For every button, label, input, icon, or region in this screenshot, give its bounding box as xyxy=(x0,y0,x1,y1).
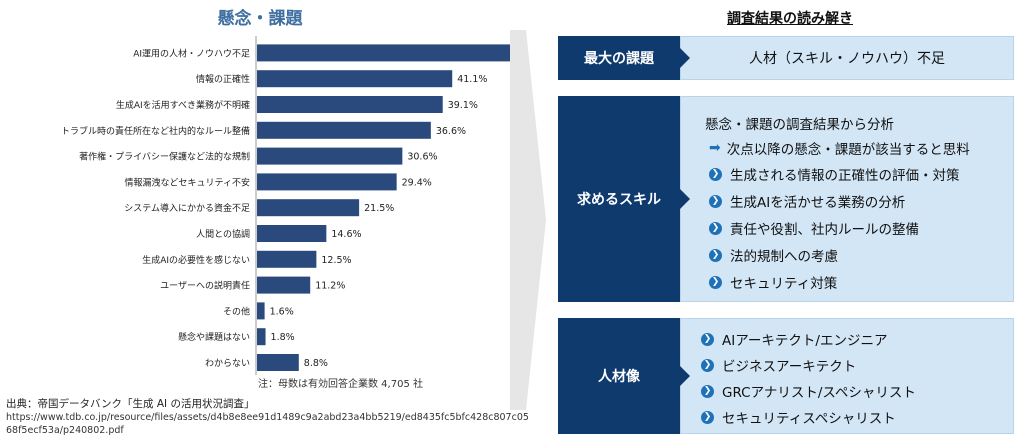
biggest-issue-row: 最大の課題 人材（スキル・ノウハウ）不足 xyxy=(558,36,1014,80)
data-label: 14.6% xyxy=(331,229,361,240)
skill-item-text: 生成される情報の正確性の評価・対策 xyxy=(730,168,960,184)
bar xyxy=(257,173,397,191)
source-url-line-2: 68f5ecf53a/p240802.pdf xyxy=(6,425,124,436)
chevron-right-icon: ❯ xyxy=(701,332,714,346)
persona-item-text: GRCアナリスト/スペシャリスト xyxy=(722,385,916,401)
chevron-right-icon: ❯ xyxy=(709,221,722,235)
skill-item: ❯ 法的規制への考慮 xyxy=(709,245,1003,265)
category-label: 情報の正確性 xyxy=(196,73,250,85)
data-label: 1.6% xyxy=(270,306,294,317)
bar xyxy=(257,44,510,62)
data-label: 36.6% xyxy=(436,126,466,137)
bar xyxy=(257,354,299,371)
category-label: 人間との協調 xyxy=(196,228,250,240)
analysis-title: 調査結果の読み解き xyxy=(727,11,853,27)
category-label: ユーザーへの説明責任 xyxy=(160,280,250,292)
persona-item: ❯ セキュリティスペシャリスト xyxy=(701,407,1003,427)
skill-item: ❯ 生成AIを活かせる業務の分析 xyxy=(709,191,1003,211)
source-line: 出典：帝国データバンク「生成 AI の活用状況調査」 xyxy=(6,398,255,410)
bar xyxy=(257,70,453,88)
category-label: その他 xyxy=(223,305,250,317)
category-label: わからない xyxy=(205,358,250,369)
skills-arrow-line: ➡ 次点以降の懸念・課題が該当すると思料 xyxy=(709,138,1003,158)
data-label: 30.6% xyxy=(407,152,437,163)
skill-item: ❯ 責任や役割、社内ルールの整備 xyxy=(709,218,1003,238)
source-url-line-1: https://www.tdb.co.jp/resource/files/ass… xyxy=(6,412,529,423)
category-label: 著作権・プライバシー保護など法的な規制 xyxy=(79,151,250,163)
required-skills-panel: 懸念・課題の調査結果から分析 ➡ 次点以降の懸念・課題が該当すると思料 ❯ 生成さ… xyxy=(680,96,1014,302)
chevron-right-icon: ❯ xyxy=(709,167,722,181)
required-skills-label: 求めるスキル xyxy=(558,96,690,302)
data-label: 41.1% xyxy=(457,74,487,85)
skill-item-text: 責任や役割、社内ルールの整備 xyxy=(730,222,919,238)
data-label: 29.4% xyxy=(402,177,432,188)
bar xyxy=(257,96,443,113)
data-label: 11.2% xyxy=(315,281,345,292)
bar xyxy=(257,121,431,139)
persona-label: 人材像 xyxy=(558,318,690,434)
persona-panel: ❯ AIアーキテクト/エンジニア ❯ ビジネスアーキテクト ❯ GRCアナリスト/スペ… xyxy=(680,318,1014,434)
right-arrow-icon: ➡ xyxy=(709,140,721,156)
chevron-right-icon: ❯ xyxy=(709,194,722,208)
bar xyxy=(257,276,311,294)
persona-item-text: セキュリティスペシャリスト xyxy=(722,411,896,427)
chevron-right-icon: ❯ xyxy=(709,275,722,289)
data-label: 1.8% xyxy=(271,332,295,343)
biggest-issue-label: 最大の課題 xyxy=(558,36,690,80)
persona-item: ❯ GRCアナリスト/スペシャリスト xyxy=(701,381,1003,401)
biggest-issue-text: 人材（スキル・ノウハウ）不足 xyxy=(680,36,1014,80)
category-label: トラブル時の責任所在など社内的なルール整備 xyxy=(61,125,250,137)
chevron-right-icon: ❯ xyxy=(709,248,722,262)
category-label: 懸念や課題はない xyxy=(178,331,250,343)
skill-item-text: 生成AIを活かせる業務の分析 xyxy=(730,195,906,211)
category-label: AI運用の人材・ノウハウ不足 xyxy=(133,47,250,59)
bar xyxy=(257,302,265,320)
bar-chart: AI運用の人材・ノウハウ不足54.1%情報の正確性41.1%生成AIを活用すべき… xyxy=(61,36,510,375)
data-label: 12.5% xyxy=(321,255,351,266)
category-label: 生成AIを活用すべき業務が不明確 xyxy=(116,99,250,111)
persona-item-text: AIアーキテクト/エンジニア xyxy=(722,333,888,349)
data-label: 39.1% xyxy=(448,100,478,111)
chevron-right-icon: ❯ xyxy=(701,410,714,424)
bar xyxy=(257,250,317,268)
skill-item: ❯ セキュリティ対策 xyxy=(709,272,1003,292)
data-label: 8.8% xyxy=(304,358,328,369)
source-citation: 出典：帝国データバンク「生成 AI の活用状況調査」 https://www.t… xyxy=(6,398,529,437)
bar xyxy=(257,328,266,346)
skill-item-text: セキュリティ対策 xyxy=(730,276,838,292)
skill-item: ❯ 生成される情報の正確性の評価・対策 xyxy=(709,164,1003,184)
persona-item: ❯ AIアーキテクト/エンジニア xyxy=(701,329,1003,349)
chevron-right-icon: ❯ xyxy=(701,384,714,398)
skills-heading: 懸念・課題の調査結果から分析 xyxy=(705,117,894,133)
persona-row: 人材像 ❯ AIアーキテクト/エンジニア ❯ ビジネスアーキテクト ❯ GRCアナリス… xyxy=(558,318,1014,434)
skill-item-text: 法的規制への考慮 xyxy=(730,249,838,265)
category-label: システム導入にかかる資金不足 xyxy=(124,202,250,214)
skills-arrow-text: 次点以降の懸念・課題が該当すると思料 xyxy=(726,142,970,158)
category-label: 生成AIの必要性を感じない xyxy=(142,254,250,266)
persona-item-text: ビジネスアーキテクト xyxy=(722,359,857,375)
required-skills-row: 求めるスキル 懸念・課題の調査結果から分析 ➡ 次点以降の懸念・課題が該当すると… xyxy=(558,96,1014,302)
flow-arrow xyxy=(510,30,546,410)
bar xyxy=(257,147,403,165)
chart-title: 懸念・課題 xyxy=(217,9,303,29)
persona-item: ❯ ビジネスアーキテクト xyxy=(701,355,1003,375)
bar xyxy=(257,225,327,242)
bar xyxy=(257,199,360,217)
category-label: 情報漏洩などセキュリティ不安 xyxy=(125,176,250,188)
chart-note: 注：母数は有効回答企業数 4,705 社 xyxy=(258,379,423,390)
data-label: 21.5% xyxy=(364,203,394,214)
chevron-right-icon: ❯ xyxy=(701,358,714,372)
